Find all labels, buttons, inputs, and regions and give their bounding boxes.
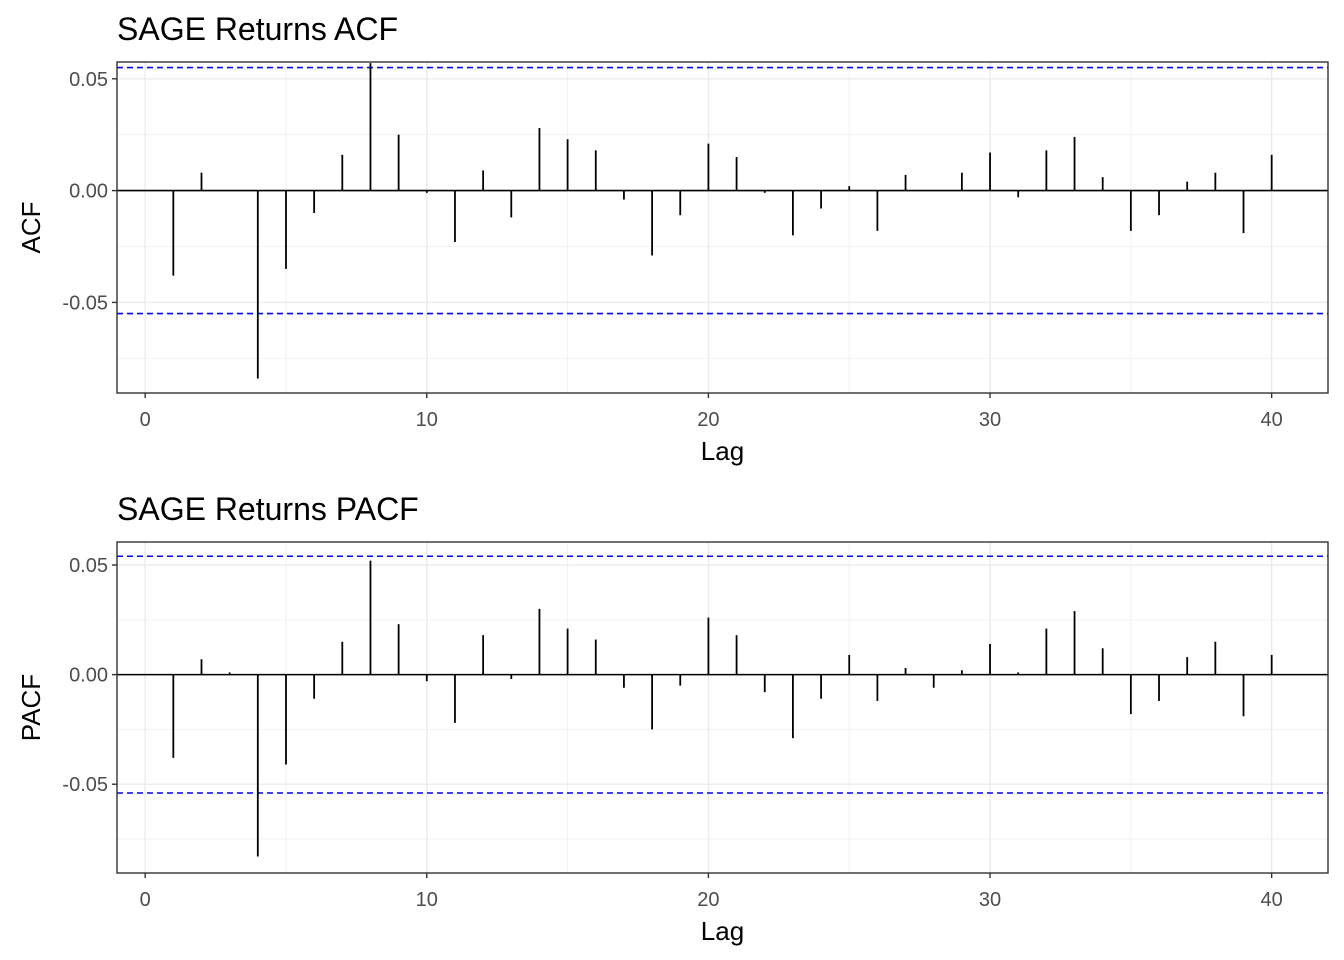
y-tick-label: 0.05 — [69, 555, 108, 577]
x-tick-label: 40 — [1261, 889, 1283, 911]
x-tick-label: 10 — [416, 889, 438, 911]
x-tick-label: 0 — [140, 409, 151, 431]
x-tick-label: 40 — [1261, 409, 1283, 431]
y-tick-label: 0.00 — [69, 181, 108, 203]
plot-border — [116, 61, 1329, 394]
y-tick-label: 0.05 — [69, 69, 108, 91]
x-axis-label: Lag — [701, 436, 744, 466]
plot-panel — [117, 62, 1328, 393]
x-tick-label: 20 — [697, 889, 719, 911]
pacf-chart: 0.05 0.00 -0.05 0 10 20 30 40 SAGE Returns PACF L… — [16, 491, 1329, 946]
x-axis-label: Lag — [701, 916, 744, 946]
y-axis-label: ACF — [16, 202, 46, 254]
y-tick-label: -0.05 — [62, 774, 108, 796]
y-tick-label: -0.05 — [62, 292, 108, 314]
chart-title: SAGE Returns PACF — [117, 491, 419, 527]
x-tick-label: 0 — [140, 889, 151, 911]
chart-title: SAGE Returns ACF — [117, 11, 398, 47]
acf-chart: 0.05 0.00 -0.05 0 10 20 30 40 SAGE Returns ACF La… — [16, 11, 1329, 466]
x-tick-label: 30 — [979, 409, 1001, 431]
y-tick-label: 0.00 — [69, 665, 108, 687]
y-axis-label: PACF — [16, 674, 46, 741]
plot-panel — [117, 542, 1328, 873]
plot-border — [116, 541, 1329, 874]
x-tick-label: 20 — [697, 409, 719, 431]
x-tick-label: 30 — [979, 889, 1001, 911]
x-tick-label: 10 — [416, 409, 438, 431]
